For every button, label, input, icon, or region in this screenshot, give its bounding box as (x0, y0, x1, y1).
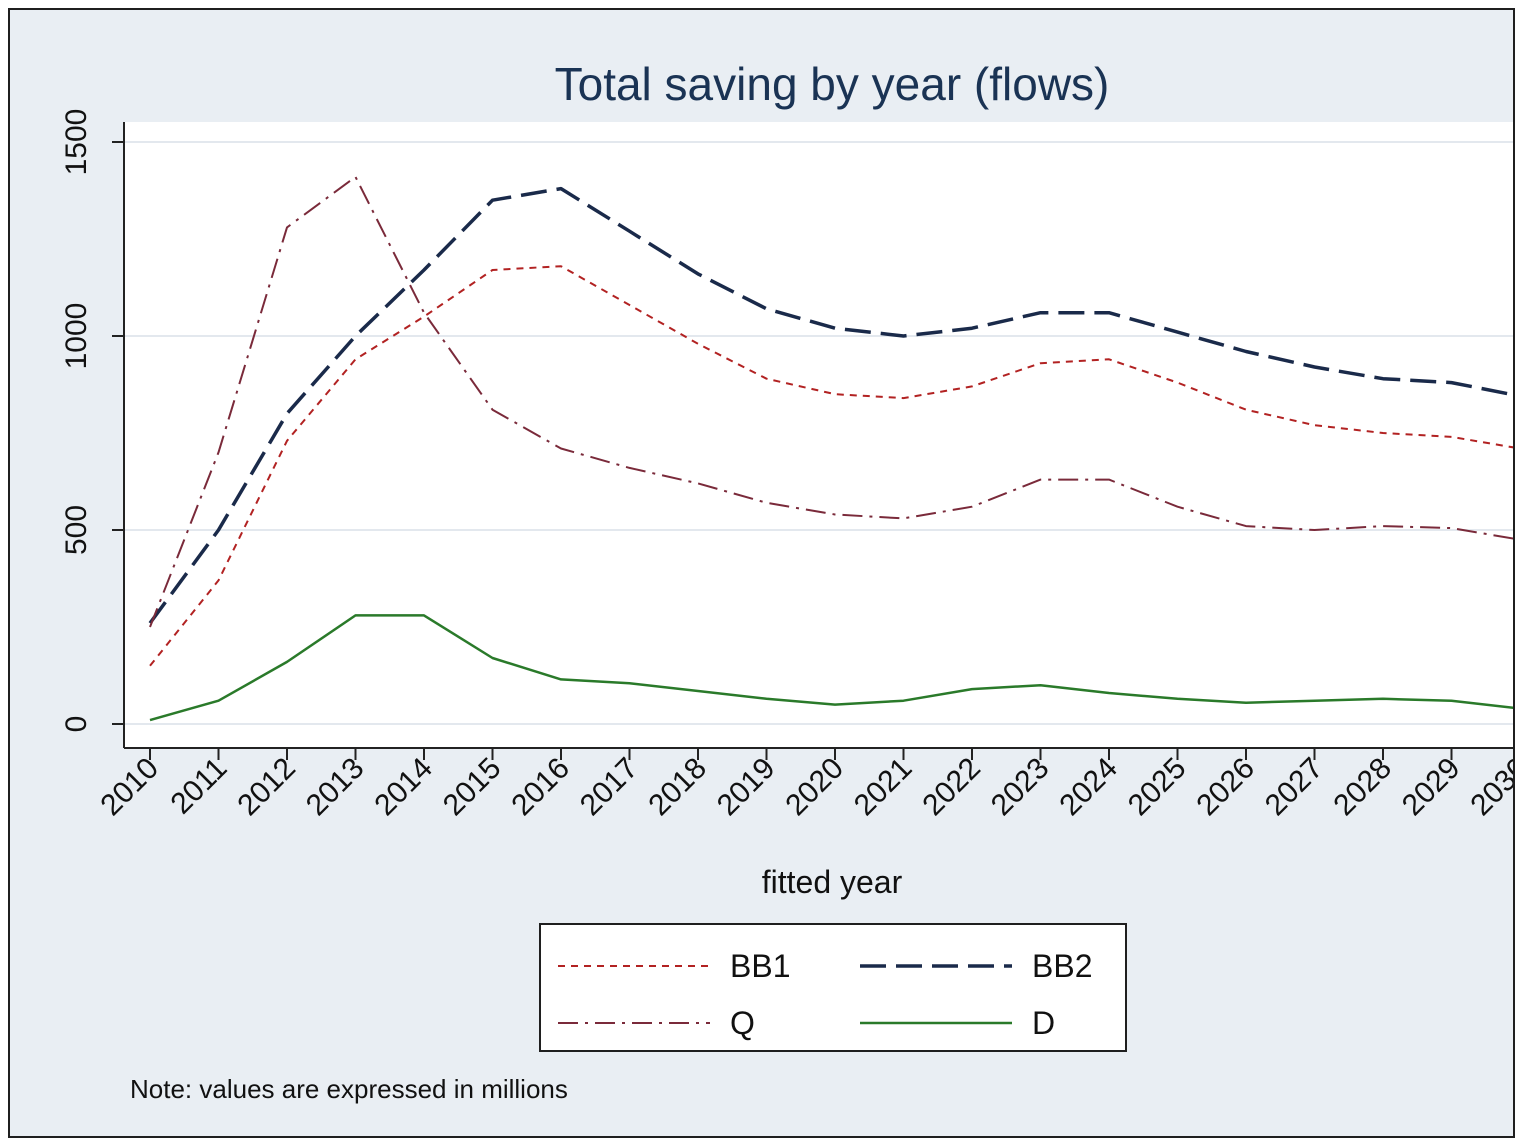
x-tick-label-2024: 2024 (1053, 752, 1124, 823)
x-tick-label-2028: 2028 (1327, 752, 1398, 823)
x-tick-label-2014: 2014 (368, 752, 439, 823)
x-tick-label-2025: 2025 (1122, 752, 1193, 823)
legend-label-bb1: BB1 (730, 948, 790, 984)
chart: Total saving by year (flows) 0 500 1000 150… (60, 58, 1515, 1104)
x-tick-label-2027: 2027 (1259, 752, 1330, 823)
legend-label-bb2: BB2 (1032, 948, 1092, 984)
legend-label-q: Q (730, 1005, 755, 1041)
x-tick-label-2030: 2030 (1464, 752, 1515, 823)
x-tick-label-2012: 2012 (231, 752, 302, 823)
x-tick-label-2019: 2019 (711, 752, 782, 823)
x-tick-label-2015: 2015 (437, 752, 508, 823)
chart-title: Total saving by year (flows) (555, 58, 1110, 110)
x-axis-title: fitted year (762, 864, 903, 900)
x-tick-label-2026: 2026 (1190, 752, 1261, 823)
x-tick-label-2023: 2023 (985, 752, 1056, 823)
series-line-bb2 (148, 186, 1513, 625)
legend-box (539, 923, 1127, 1052)
x-tick-label-2017: 2017 (574, 752, 645, 823)
legend: BB1 BB2 Q D (539, 923, 1127, 1052)
x-tick-label-2022: 2022 (916, 752, 987, 823)
x-tick-label-2016: 2016 (505, 752, 576, 823)
y-tick-label-1500: 1500 (60, 109, 93, 176)
x-tick-label-2020: 2020 (779, 752, 850, 823)
series-line-d (149, 614, 1513, 722)
x-tick-label-2013: 2013 (300, 752, 371, 823)
gridlines (124, 141, 1513, 725)
plot-area (125, 122, 1513, 747)
x-tick-label-2018: 2018 (642, 752, 713, 823)
series-line-bb1 (149, 265, 1513, 667)
x-tick-label-2010: 2010 (94, 752, 165, 823)
y-tick-label-1000: 1000 (60, 303, 93, 370)
chart-frame: Total saving by year (flows) 0 500 1000 150… (8, 8, 1515, 1138)
x-tick-label-2029: 2029 (1396, 752, 1467, 823)
x-tick-label-2021: 2021 (848, 752, 919, 823)
legend-label-d: D (1032, 1005, 1055, 1041)
x-tick-label-2011: 2011 (164, 752, 233, 821)
y-tick-label-500: 500 (60, 505, 93, 555)
series-lines (148, 175, 1513, 722)
note-text: Note: values are expressed in millions (130, 1074, 568, 1104)
y-tick-label-0: 0 (60, 716, 93, 733)
series-line-q (149, 175, 1513, 628)
